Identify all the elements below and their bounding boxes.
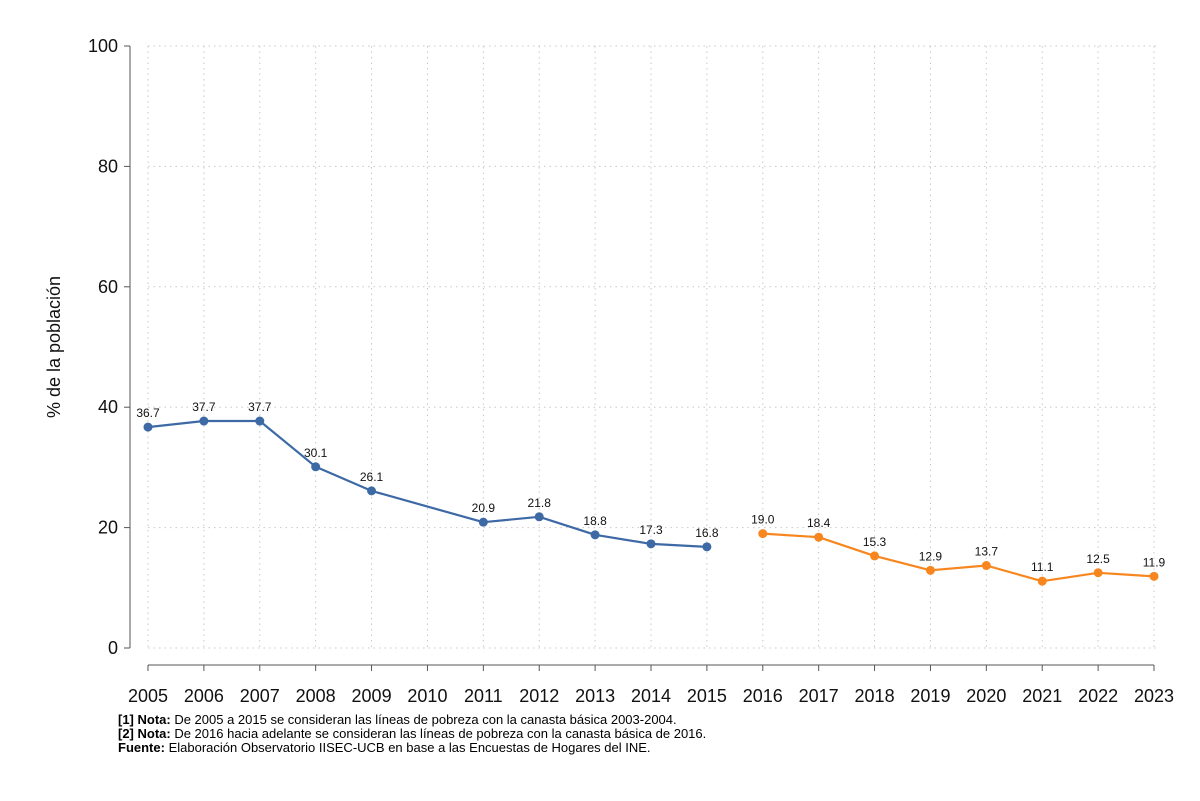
note-1-label: [1] Nota: (118, 712, 171, 727)
data-point (1093, 568, 1103, 578)
y-tick-label: 80 (98, 156, 118, 176)
x-tick-label: 2005 (128, 686, 168, 706)
x-tick-label: 2013 (575, 686, 615, 706)
x-tick-label: 2020 (966, 686, 1006, 706)
data-point (1037, 576, 1047, 586)
x-tick-label: 2018 (855, 686, 895, 706)
note-2-label: [2] Nota: (118, 726, 171, 741)
grid (147, 45, 1160, 649)
series-group: 36.7 37.7 37.7 30.1 26.1 20.9 21.8 18.8 17.3 16.8… (136, 400, 1166, 586)
x-tick-label: 2007 (240, 686, 280, 706)
data-point (199, 416, 209, 426)
data-point (981, 561, 991, 571)
data-point (1149, 571, 1159, 581)
data-label: 37.7 (192, 400, 216, 414)
source-text: Elaboración Observatorio IISEC-UCB en ba… (164, 740, 651, 755)
axes: 0 20 40 60 80 100 2005 2006 2007 2008 2009 2010 2011… (88, 36, 1174, 706)
data-point (814, 532, 824, 542)
x-tick-label: 2019 (910, 686, 950, 706)
data-label: 11.9 (1143, 555, 1166, 569)
y-tick-label: 0 (108, 638, 118, 658)
x-tick-label: 2017 (799, 686, 839, 706)
data-label: 36.7 (136, 406, 160, 420)
note-2: [2] Nota: De 2016 hacia adelante se cons… (118, 727, 706, 741)
data-point (702, 542, 712, 552)
series-1-line (147, 419, 707, 548)
data-point (255, 416, 265, 426)
series-2: 19.0 18.4 15.3 12.9 13.7 11.1 12.5 11.9 (751, 513, 1166, 586)
y-tick-label: 40 (98, 397, 118, 417)
x-tick-label: 2021 (1022, 686, 1062, 706)
x-tick-label: 2015 (687, 686, 727, 706)
data-label: 16.8 (695, 526, 719, 540)
data-point (646, 539, 656, 549)
data-label: 30.1 (304, 446, 328, 460)
data-label: 17.3 (639, 523, 663, 537)
x-tick-label: 2006 (184, 686, 224, 706)
x-tick-label: 2016 (743, 686, 783, 706)
note-2-text: De 2016 hacia adelante se consideran las… (170, 726, 707, 741)
data-label: 18.4 (807, 516, 831, 530)
x-tick-label: 2010 (407, 686, 447, 706)
data-point (143, 422, 153, 432)
data-point (534, 512, 544, 522)
series-1: 36.7 37.7 37.7 30.1 26.1 20.9 21.8 18.8 17.3 16.8 (136, 400, 719, 552)
note-1: [1] Nota: De 2005 a 2015 se consideran l… (118, 713, 706, 727)
y-tick-label: 60 (98, 277, 118, 297)
x-tick-label: 2011 (464, 686, 503, 706)
data-label: 21.8 (528, 496, 552, 510)
data-point (758, 529, 768, 539)
data-point (478, 517, 488, 527)
data-point (311, 462, 321, 472)
y-tick-label: 20 (98, 518, 118, 538)
data-label: 12.9 (919, 549, 943, 563)
data-point (590, 530, 600, 540)
x-tick-label: 2009 (352, 686, 392, 706)
note-1-text: De 2005 a 2015 se consideran las líneas … (170, 712, 677, 727)
data-point (870, 551, 880, 561)
data-label: 18.8 (583, 514, 607, 528)
data-label: 37.7 (248, 400, 272, 414)
footnotes: [1] Nota: De 2005 a 2015 se consideran l… (118, 713, 706, 755)
data-label: 15.3 (863, 535, 887, 549)
x-tick-label: 2014 (631, 686, 671, 706)
source-label: Fuente: (118, 740, 165, 755)
x-tick-label: 2008 (296, 686, 336, 706)
data-label: 26.1 (360, 470, 384, 484)
y-tick-label: 100 (88, 36, 118, 56)
data-label: 11.1 (1031, 560, 1054, 574)
y-axis-title: % de la población (44, 276, 64, 418)
data-label: 12.5 (1086, 552, 1110, 566)
x-tick-label: 2012 (519, 686, 559, 706)
data-label: 20.9 (472, 501, 496, 515)
data-label: 19.0 (751, 513, 775, 527)
data-point (925, 565, 935, 575)
x-tick-label: 2022 (1078, 686, 1118, 706)
x-tick-label: 2023 (1134, 686, 1174, 706)
series-2-line (762, 532, 1155, 583)
source: Fuente: Elaboración Observatorio IISEC-U… (118, 741, 706, 755)
data-point (367, 486, 377, 496)
data-label: 13.7 (975, 545, 999, 559)
line-chart: 0 20 40 60 80 100 2005 2006 2007 2008 2009 2010 2011… (44, 36, 1174, 706)
